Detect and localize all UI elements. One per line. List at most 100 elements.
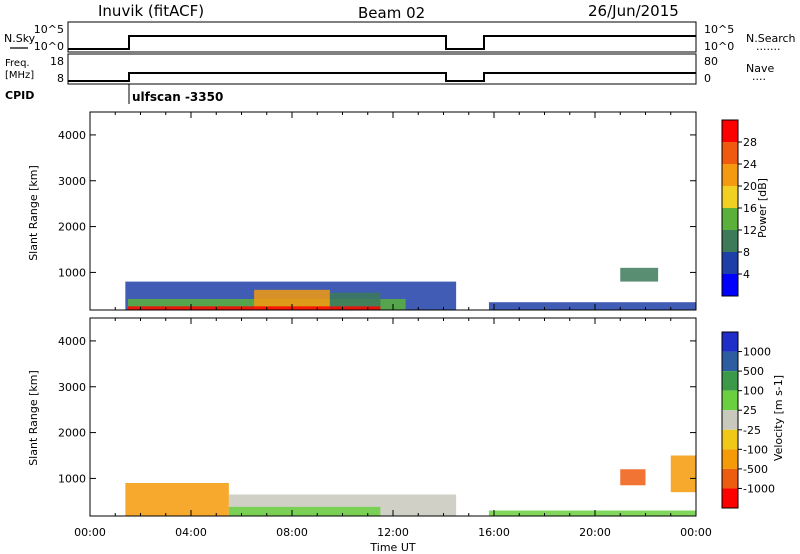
power-echo-region-4	[127, 306, 381, 310]
power-colorbar-ticks: 4 8 12 16 20 24 28	[738, 136, 757, 281]
freq-label: Freq.	[5, 58, 30, 69]
nsky-trace	[68, 35, 696, 50]
y-tick-label: 4000	[58, 129, 86, 142]
velocity-colorbar: 1000 500 100 25 -25 -100 -500 -1000 Velocity [m…	[721, 331, 785, 509]
colorbar-band	[722, 186, 738, 208]
power-echo-region-2	[254, 289, 330, 310]
velocity-echo-region-3	[488, 510, 696, 516]
power-x-ticks	[89, 112, 697, 310]
freq-unit-label: [MHz]	[5, 70, 34, 81]
colorbar-band	[722, 230, 738, 252]
colorbar-band	[722, 468, 738, 489]
colorbar-tick-label: 16	[743, 202, 757, 215]
freq-tick-top: 18	[50, 55, 64, 68]
colorbar-band	[722, 142, 738, 164]
velocity-frame	[89, 317, 697, 517]
velocity-colorbar-bands	[722, 332, 738, 508]
y-tick-label: 1000	[58, 266, 86, 279]
colorbar-band	[722, 120, 738, 142]
nsearch-tick-bottom: 10^0	[704, 40, 734, 53]
colorbar-tick-label: 24	[743, 158, 757, 171]
velocity-y-ticks: 1000 2000 3000 4000	[58, 335, 696, 485]
y-tick-label: 3000	[58, 381, 86, 394]
velocity-colorbar-label: Velocity [m s-1]	[772, 375, 785, 461]
power-frame	[89, 111, 697, 311]
colorbar-band	[722, 390, 738, 411]
colorbar-tick-label: 100	[743, 385, 764, 398]
y-tick-label: 1000	[58, 472, 86, 485]
colorbar-band	[722, 351, 738, 372]
nave-label: Nave	[746, 62, 774, 75]
nsearch-tick-top: 10^5	[704, 23, 734, 36]
colorbar-band	[722, 164, 738, 186]
power-y-ticks: 1000 2000 3000 4000	[58, 129, 696, 279]
velocity-echo-region-2	[228, 506, 381, 516]
colorbar-tick-label: 8	[743, 246, 750, 259]
nsky-tick-top: 10^5	[34, 23, 64, 36]
x-tick-label: 04:00	[175, 526, 207, 539]
beam-title: Beam 02	[358, 4, 425, 22]
power-data	[125, 267, 696, 310]
velocity-echo-region-0	[125, 483, 229, 516]
freq-tick-bottom: 8	[57, 72, 64, 85]
site-title: Inuvik (fitACF)	[98, 2, 204, 20]
colorbar-tick-label: 4	[743, 268, 750, 281]
colorbar-band	[722, 429, 738, 450]
velocity-y-axis-label: Slant Range [km]	[27, 370, 40, 466]
power-colorbar-bands	[722, 120, 738, 296]
nsky-tick-bottom: 10^0	[34, 40, 64, 53]
power-y-axis-label: Slant Range [km]	[27, 165, 40, 261]
nave-line-style: ....	[752, 70, 766, 83]
colorbar-tick-label: -100	[743, 443, 768, 456]
colorbar-band	[722, 274, 738, 296]
x-axis-title: Time UT	[369, 541, 415, 554]
cpid-mode: ulfscan -3350	[132, 90, 223, 104]
power-echo-region-3	[329, 292, 381, 310]
power-echo-region-5	[488, 302, 696, 310]
power-colorbar: 4 8 12 16 20 24 28 Power [dB]	[721, 119, 769, 297]
velocity-data	[125, 455, 696, 516]
date-title: 26/Jun/2015	[588, 2, 679, 20]
power-colorbar-label: Power [dB]	[756, 178, 769, 238]
power-panel: 1000 2000 3000 4000 Slant Range [km]	[27, 111, 697, 311]
y-tick-label: 2000	[58, 221, 86, 234]
x-tick-label: 08:00	[276, 526, 308, 539]
colorbar-tick-label: 1000	[743, 346, 771, 359]
colorbar-band	[722, 371, 738, 391]
x-tick-label: 12:00	[377, 526, 409, 539]
colorbar-band	[722, 410, 738, 430]
cpid-label: CPID	[5, 89, 34, 102]
freq-trace	[68, 72, 696, 82]
colorbar-tick-label: -500	[743, 463, 768, 476]
colorbar-tick-label: 20	[743, 180, 757, 193]
colorbar-tick-label: -25	[743, 424, 761, 437]
x-tick-label: 20:00	[579, 526, 611, 539]
colorbar-band	[722, 488, 738, 508]
colorbar-band	[722, 252, 738, 274]
y-tick-label: 2000	[58, 427, 86, 440]
power-echo-region-6	[620, 267, 659, 282]
colorbar-tick-label: 28	[743, 136, 757, 149]
y-tick-label: 3000	[58, 175, 86, 188]
nave-tick-bottom: 0	[704, 72, 711, 85]
velocity-colorbar-frame	[721, 331, 739, 509]
nsky-strip: N.Sky 10^5 10^0 10^5 10^0 N.Search .....…	[4, 21, 796, 53]
freq-strip-frame	[67, 53, 697, 85]
colorbar-tick-label: 12	[743, 224, 757, 237]
velocity-echo-region-4	[620, 469, 646, 486]
time-axis-labels: 00:00 04:00 08:00 12:00 16:00 20:00 00:00	[74, 526, 712, 539]
x-tick-label: 16:00	[478, 526, 510, 539]
nave-tick-top: 80	[704, 55, 718, 68]
nsearch-line-style: .......	[756, 40, 780, 53]
x-tick-label: 00:00	[680, 526, 712, 539]
freq-strip: Freq. [MHz] 18 8 80 0 Nave ....	[5, 53, 774, 85]
colorbar-band	[722, 332, 738, 352]
nsky-label: N.Sky	[4, 32, 36, 45]
nsearch-label: N.Search	[746, 32, 796, 45]
velocity-colorbar-ticks: 1000 500 100 25 -25 -100 -500 -1000	[738, 346, 775, 495]
colorbar-band	[722, 208, 738, 230]
velocity-panel: 1000 2000 3000 4000 Slant Range [km]	[27, 317, 697, 517]
colorbar-band	[722, 449, 738, 469]
colorbar-tick-label: -1000	[743, 482, 775, 495]
x-tick-label: 00:00	[74, 526, 106, 539]
